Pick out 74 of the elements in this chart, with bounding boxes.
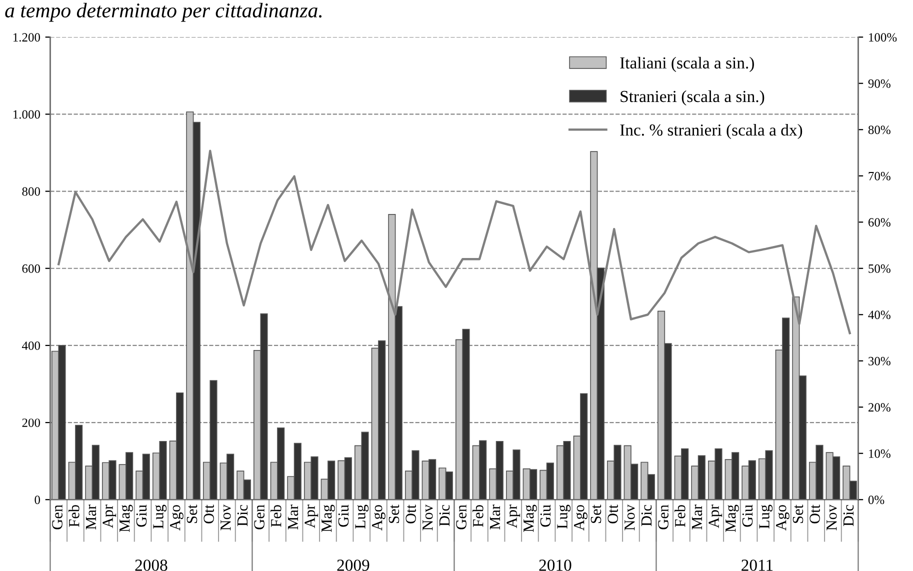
x-tick-label: Nov [826,504,837,530]
x-tick-label: Feb [472,505,484,527]
x-tick-label: Gen [456,504,466,530]
text: 2008 [135,560,168,571]
chart-title: a tempo determinato per cittadinanza. [5,2,322,22]
x-tick-label: Dic [641,504,652,526]
y2-tick-label: 60% [868,218,890,227]
y2-tick-label: 100% [869,33,897,42]
text: 2010 [539,560,572,571]
text: 2009 [337,560,370,571]
x-tick-label: Gen [254,504,264,530]
x-tick-label: Ago [776,505,790,531]
x-tick-label: Mag [120,504,133,532]
x-tick-label: Nov [220,504,231,530]
x-tick-label: Mag [726,504,739,532]
x-tick-label: Ago [170,505,184,531]
y2-tick-label: 80% [868,126,890,134]
x-tick-label: Ott [204,504,214,524]
x-tick-label: Lug [557,504,571,529]
y2-tick-label: 0% [868,496,884,504]
x-tick-label: Apr [506,504,520,528]
x-tick-label: Ott [810,504,820,524]
x-tick-label: Feb [270,505,282,527]
x-tick-label: Apr [304,504,318,528]
y2-tick-label: 70% [868,172,890,180]
y2-tick-label: 30% [868,356,890,366]
x-tick-label: Ott [406,504,416,524]
x-tick-label: Giu [742,504,753,527]
x-tick-label: Gen [52,504,62,530]
x-tick-label: Set [388,504,400,523]
y-tick-label: 800 [22,187,40,196]
x-tick-label: Ago [574,505,588,531]
x-tick-label: Ott [608,504,618,524]
y2-tick-label: 40% [868,310,890,320]
x-tick-label: Mag [322,504,335,532]
x-tick-label: Dic [843,504,854,526]
y2-tick-label: 20% [868,403,890,412]
y2-tick-label: 10% [869,449,890,458]
x-tick-label: Lug [759,504,773,529]
legend-label: Inc. % stranieri (scala a dx) [620,124,802,140]
x-tick-label: Nov [624,504,635,530]
x-tick-label: Dic [237,504,248,526]
x-tick-label: Mar [86,504,96,530]
text: 2011 [742,560,773,571]
y-tick-label: 1.000 [13,110,40,119]
x-tick-label: Giu [540,504,551,527]
x-tick-label: Nov [422,504,433,530]
y2-tick-label: 50% [868,264,890,273]
legend-label: Stranieri (scala a sin.) [620,90,764,106]
x-tick-label: Apr [708,504,722,528]
x-tick-label: Mag [524,504,537,532]
x-tick-label: Gen [658,504,668,530]
x-tick-label: Mar [288,504,298,530]
x-tick-label: Lug [355,504,369,529]
x-tick-label: Set [186,504,198,523]
x-tick-label: Set [590,504,602,523]
x-tick-label: Lug [153,504,167,529]
x-tick-label: Apr [102,504,116,528]
y-tick-label: 0 [34,496,40,504]
x-tick-label: Giu [136,504,147,527]
legend-label: Italiani (scala a sin.) [620,56,754,72]
y-tick-label: 200 [22,418,40,427]
x-tick-label: Feb [674,505,686,527]
x-tick-label: Mar [490,504,500,530]
x-tick-label: Feb [68,505,80,527]
x-tick-label: Giu [338,504,349,527]
y-tick-label: 400 [22,341,40,350]
x-tick-label: Ago [372,505,386,531]
y-tick-label: 1.200 [13,33,40,42]
y2-tick-label: 90% [868,79,890,88]
x-tick-label: Set [792,504,804,523]
x-tick-label: Dic [439,504,450,526]
x-tick-label: Mar [692,504,702,530]
y-tick-label: 600 [22,264,40,273]
